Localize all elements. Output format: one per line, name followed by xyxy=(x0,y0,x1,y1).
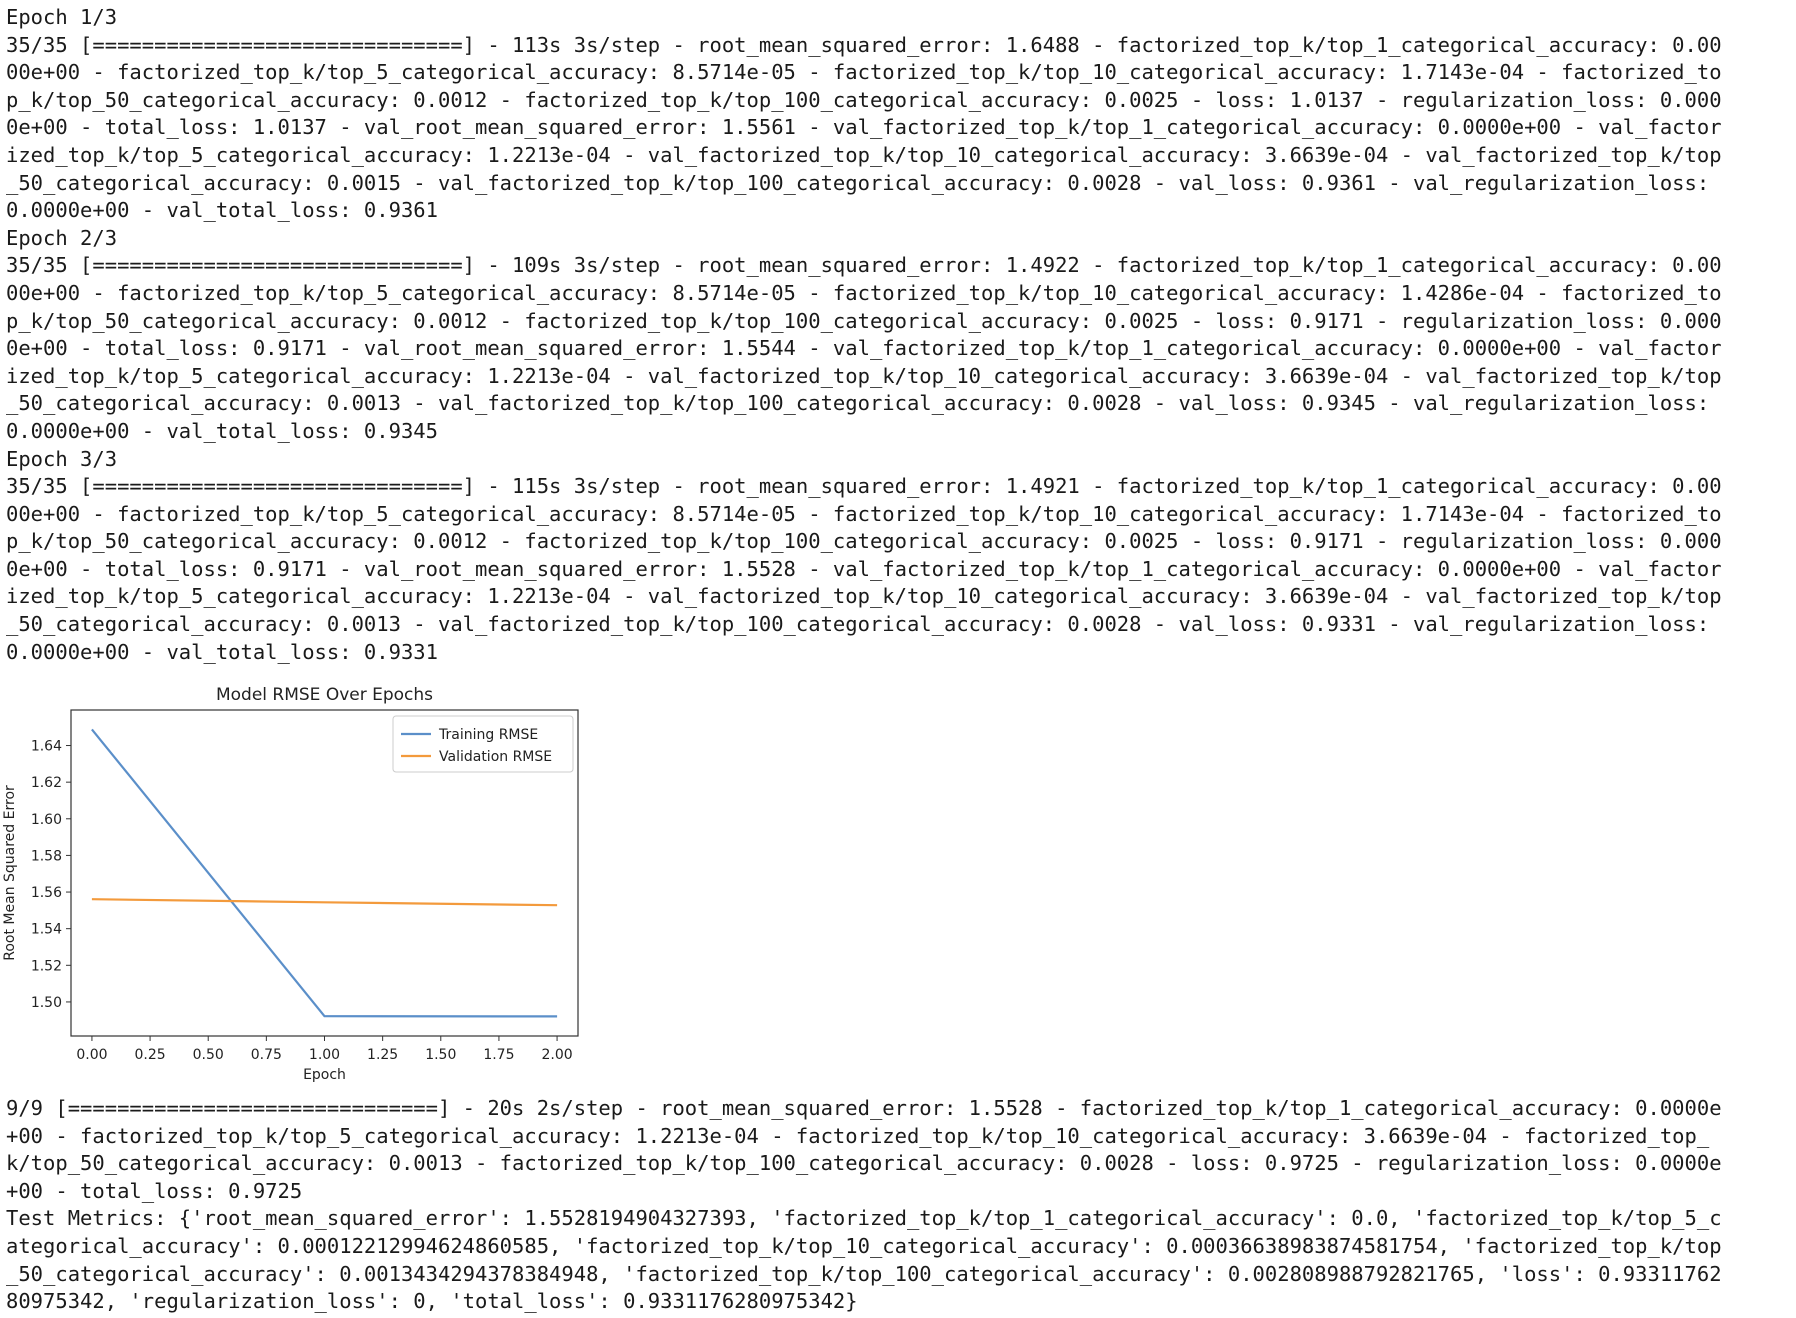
log-line: 9/9 [==============================] - 2… xyxy=(6,1096,1722,1120)
y-tick-label: 1.50 xyxy=(31,995,62,1011)
rmse-chart-svg: Model RMSE Over Epochs 1.50 1.52 1.54 1.56 1.… xyxy=(2,685,579,1083)
log-line: ized_top_k/top_5_categorical_accuracy: 1… xyxy=(6,363,1722,388)
log-line: 00e+00 - factorized_top_k/top_5_categori… xyxy=(6,60,1722,85)
log-line: _50_categorical_accuracy': 0.00134342943… xyxy=(6,1261,1722,1286)
log-line: 35/35 [==============================] -… xyxy=(6,253,1722,278)
log-line: Epoch 1/3 xyxy=(6,5,118,29)
log-line: _50_categorical_accuracy: 0.0013 - val_f… xyxy=(6,391,1710,416)
log-line: 0e+00 - total_loss: 1.0137 - val_root_me… xyxy=(6,115,1722,140)
log-line: 35/35 [==============================] -… xyxy=(6,32,1722,57)
log-line: +00 - factorized_top_k/top_5_categorical… xyxy=(6,1123,1710,1148)
log-line: 00e+00 - factorized_top_k/top_5_categori… xyxy=(6,280,1722,305)
log-line: p_k/top_50_categorical_accuracy: 0.0012 … xyxy=(6,308,1722,333)
series-line-validation xyxy=(91,898,558,907)
log-line: 0.0000e+00 - val_total_loss: 0.9361 xyxy=(6,198,438,223)
x-tick-label: 1.75 xyxy=(483,1047,514,1063)
log-line: ized_top_k/top_5_categorical_accuracy: 1… xyxy=(6,584,1722,609)
log-line: 35/35 [==============================] -… xyxy=(6,474,1722,499)
series-line-training xyxy=(91,728,558,1018)
chart-title: Model RMSE Over Epochs xyxy=(216,685,433,705)
log-line: 0.0000e+00 - val_total_loss: 0.9331 xyxy=(6,639,438,664)
log-line: Epoch 2/3 xyxy=(6,225,118,250)
x-tick-label: 0.50 xyxy=(193,1047,224,1063)
x-tick-label: 2.00 xyxy=(541,1047,572,1063)
training-log-output: Epoch 1/3 35/35 [========================… xyxy=(6,4,1722,666)
y-tick-label: 1.60 xyxy=(31,812,62,828)
y-tick-label: 1.64 xyxy=(31,739,62,755)
log-line: _50_categorical_accuracy: 0.0015 - val_f… xyxy=(6,170,1710,195)
x-tick-label: 1.25 xyxy=(367,1047,398,1063)
x-tick-label: 0.25 xyxy=(134,1047,165,1063)
y-tick-label: 1.54 xyxy=(31,922,62,938)
y-tick-label: 1.52 xyxy=(31,958,62,974)
y-tick-label: 1.56 xyxy=(31,885,62,901)
legend-label: Training RMSE xyxy=(438,727,538,743)
log-line: 0.0000e+00 - val_total_loss: 0.9345 xyxy=(6,418,438,443)
x-axis-label: Epoch xyxy=(303,1067,346,1083)
log-line: k/top_50_categorical_accuracy: 0.0013 - … xyxy=(6,1151,1722,1176)
legend-box xyxy=(392,715,574,773)
log-line: Test Metrics: {'root_mean_squared_error'… xyxy=(6,1206,1722,1231)
log-line: 80975342, 'regularization_loss': 0, 'tot… xyxy=(6,1289,858,1314)
log-line: 0e+00 - total_loss: 0.9171 - val_root_me… xyxy=(6,336,1722,361)
log-line: p_k/top_50_categorical_accuracy: 0.0012 … xyxy=(6,87,1722,112)
legend-label: Validation RMSE xyxy=(439,749,552,765)
x-tick-label: 0.00 xyxy=(76,1047,107,1063)
log-line: 00e+00 - factorized_top_k/top_5_categori… xyxy=(6,501,1722,526)
evaluation-log-output: 9/9 [==============================] - 2… xyxy=(6,1095,1722,1316)
log-line: 0e+00 - total_loss: 0.9171 - val_root_me… xyxy=(6,556,1722,581)
x-tick-label: 1.50 xyxy=(425,1047,456,1063)
x-tick-label: 1.00 xyxy=(309,1047,340,1063)
rmse-chart: Model RMSE Over Epochs 1.50 1.52 1.54 1.56 1.… xyxy=(0,672,600,1092)
x-tick-label: 0.75 xyxy=(251,1047,282,1063)
log-line: ized_top_k/top_5_categorical_accuracy: 1… xyxy=(6,142,1722,167)
y-axis-label: Root Mean Squared Error xyxy=(2,785,18,961)
log-line: p_k/top_50_categorical_accuracy: 0.0012 … xyxy=(6,529,1722,554)
log-line: ategorical_accuracy': 0.0001221299462486… xyxy=(6,1233,1722,1258)
log-line: +00 - total_loss: 0.9725 xyxy=(6,1178,303,1203)
y-tick-label: 1.62 xyxy=(31,775,62,791)
log-line: Epoch 3/3 xyxy=(6,446,118,471)
log-line: _50_categorical_accuracy: 0.0013 - val_f… xyxy=(6,612,1710,637)
y-tick-label: 1.58 xyxy=(31,848,62,864)
